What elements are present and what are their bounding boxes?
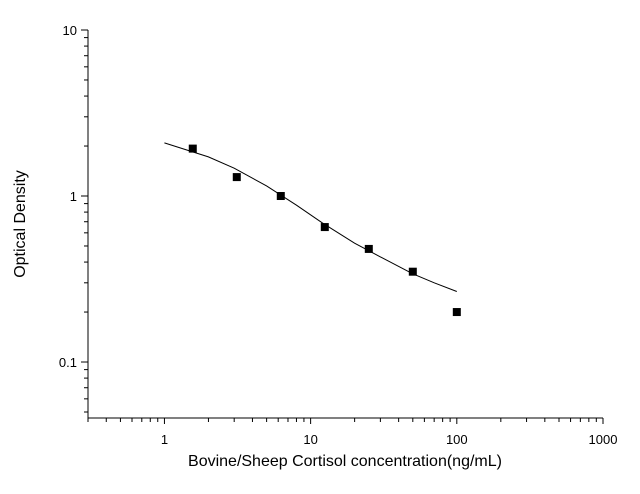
data-point xyxy=(320,223,329,232)
x-tick-label: 100 xyxy=(446,432,468,447)
data-point xyxy=(276,192,285,201)
axes: 1 10 100 1000 0.1 1 10 xyxy=(59,23,618,447)
x-tick-label: 1000 xyxy=(589,432,618,447)
data-points xyxy=(188,144,461,317)
data-point xyxy=(364,244,373,253)
y-tick-label: 1 xyxy=(70,189,77,204)
x-tick-label: 10 xyxy=(303,432,317,447)
x-tick-label: 1 xyxy=(161,432,168,447)
x-axis-label: Bovine/Sheep Cortisol concentration(ng/m… xyxy=(188,453,502,470)
data-point xyxy=(188,144,197,153)
y-tick-label: 0.1 xyxy=(59,355,77,370)
data-point xyxy=(452,308,461,317)
data-point xyxy=(232,173,241,182)
data-point xyxy=(408,267,417,276)
y-axis-label: Optical Density xyxy=(12,170,29,278)
y-tick-label: 10 xyxy=(63,23,77,38)
fit-curve xyxy=(164,142,457,292)
